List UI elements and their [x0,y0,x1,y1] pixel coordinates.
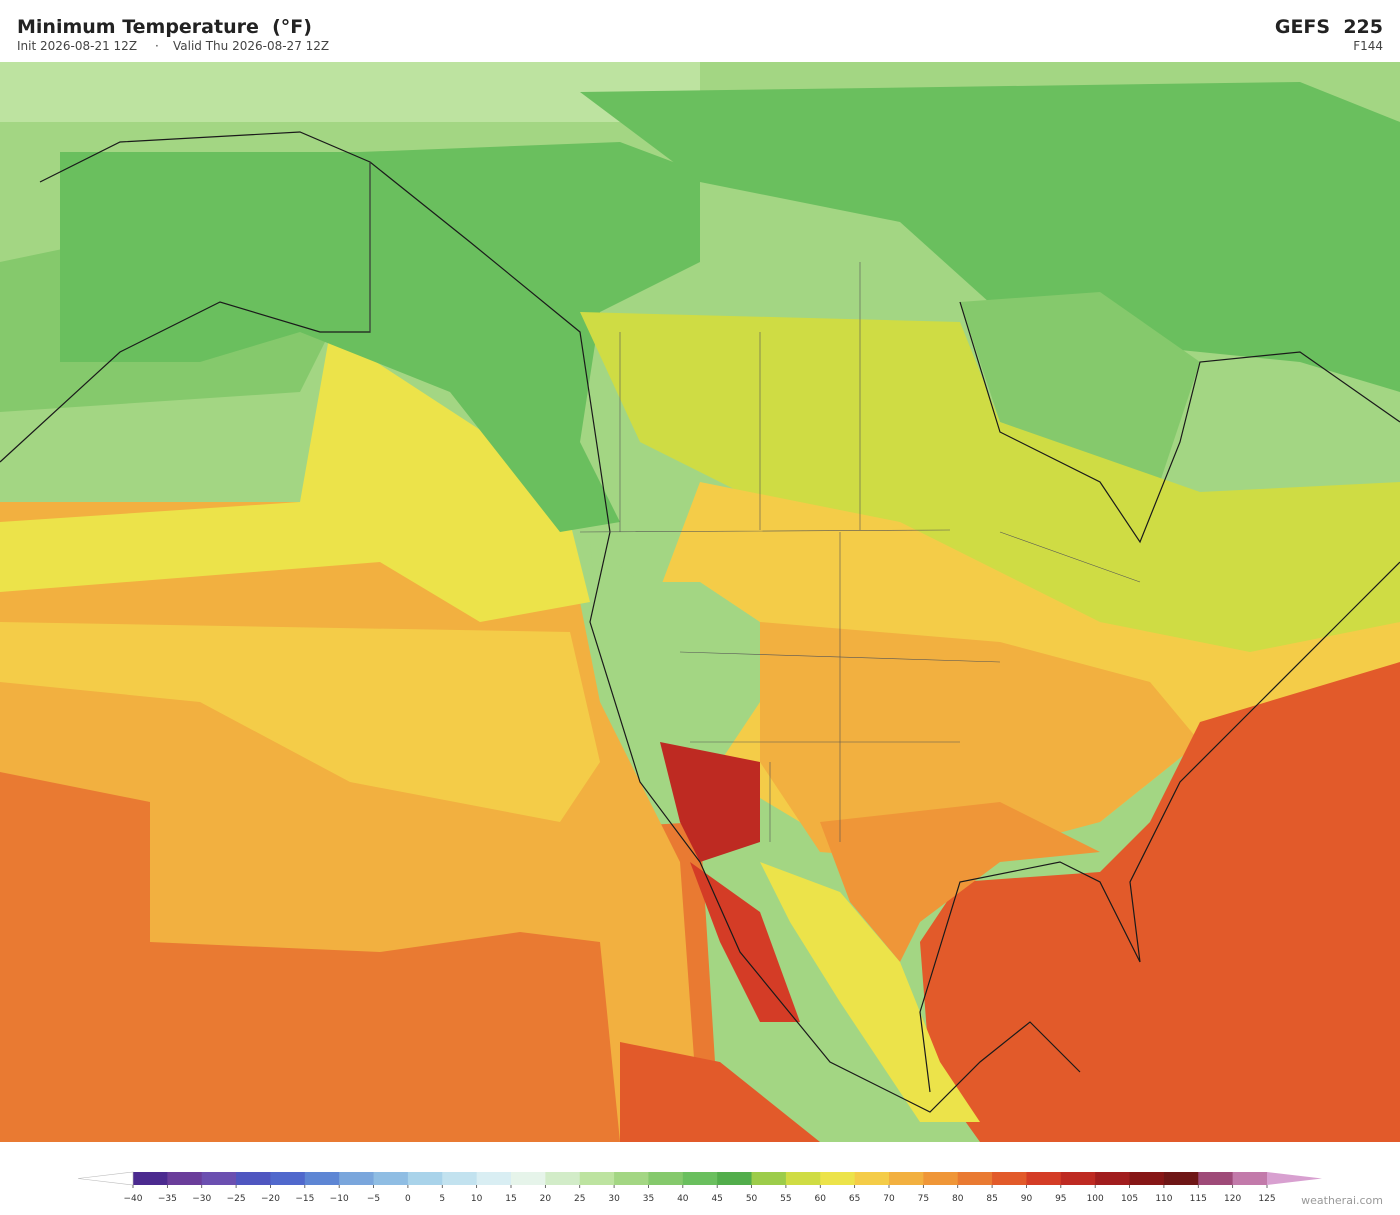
region [660,742,760,862]
colorbar-swatch [614,1172,649,1185]
colorbar-extend-low [77,1171,134,1186]
colorbar-tick-label: 45 [711,1194,722,1204]
colorbar-swatch [304,1172,340,1185]
colorbar-tick-label: 10 [471,1194,483,1204]
map [0,62,1400,1142]
colorbar-swatch [476,1172,512,1185]
title: Minimum Temperature (°F) [17,16,312,38]
colorbar-tick-label: 70 [883,1194,895,1204]
colorbar-swatch [1095,1172,1131,1185]
colorbar-tick-label: −25 [227,1194,246,1204]
colorbar-swatch [442,1172,478,1185]
region [920,662,1400,1142]
colorbar-tick-label: 55 [780,1194,791,1204]
colorbar-tick-label: 35 [643,1194,654,1204]
colorbar-swatch [923,1172,959,1185]
colorbar-tick-label: 0 [405,1194,411,1204]
colorbar-swatch [1129,1172,1165,1185]
colorbar-tick-label: 5 [439,1194,445,1204]
colorbar-tick-label: −20 [261,1194,280,1204]
region [760,862,980,1122]
region [760,622,1200,862]
colorbar-tick-label: −40 [124,1194,143,1204]
watermark: weatherai.com [1301,1194,1383,1207]
colorbar-swatch [511,1172,546,1185]
colorbar-swatch [339,1172,375,1185]
colorbar-tick-label: −35 [158,1194,177,1204]
colorbar-swatch [889,1172,924,1185]
colorbar-tick-label: 65 [849,1194,860,1204]
region [0,622,600,822]
colorbar-tick-label: 90 [1021,1194,1033,1204]
colorbar-tick-label: 25 [574,1194,585,1204]
colorbar-tick-label: 110 [1155,1194,1172,1204]
colorbar-swatch [133,1172,168,1185]
colorbar-swatch [270,1172,306,1185]
colorbar-tick-label: 15 [505,1194,516,1204]
colorbar: −40 −35 −30 −25 −20 −15 −10 −5 0 5 10 15 20 25 30 35 40 4… [77,1171,1322,1204]
colorbar-tick-label: 125 [1258,1194,1275,1204]
colorbar-swatch [1163,1172,1199,1185]
region [590,542,760,762]
colorbar-extend-high [1267,1172,1322,1185]
init-time: Init 2026-08-21 12Z [17,39,138,53]
colorbar-tick-label: 80 [952,1194,964,1204]
colorbar-tick-label: 60 [815,1194,827,1204]
colorbar-tick-label: 30 [608,1194,620,1204]
forecast-hour: F144 [1353,39,1383,53]
model: GEFS 225 [1274,16,1383,38]
colorbar-swatch [373,1172,409,1185]
colorbar-tick-label: 100 [1087,1194,1104,1204]
colorbar-tick-label: 75 [918,1194,929,1204]
colorbar-tick-label: 105 [1121,1194,1138,1204]
region [0,332,590,622]
colorbar-tick-label: 120 [1224,1194,1241,1204]
colorbar-swatch [407,1172,443,1185]
colorbar-swatch [992,1172,1027,1185]
region [580,82,1400,392]
colorbar-swatch [167,1172,203,1185]
valid-time: Valid Thu 2026-08-27 12Z [173,39,330,53]
colorbar-swatch [1026,1172,1062,1185]
colorbar-tick-label: 40 [677,1194,689,1204]
colorbar-swatch [751,1172,787,1185]
region [620,1042,820,1142]
colorbar-tick-label: −5 [367,1194,380,1204]
colorbar-swatch [957,1172,993,1185]
colorbar-swatch [579,1172,615,1185]
colorbar-swatch [648,1172,684,1185]
colorbar-swatch [1060,1172,1096,1185]
colorbar-tick-label: 20 [540,1194,552,1204]
region [60,142,700,532]
colorbar-tick-label: −10 [330,1194,349,1204]
separator: · [155,39,159,53]
colorbar-tick-label: −30 [192,1194,211,1204]
colorbar-swatch [201,1172,237,1185]
colorbar-tick-label: −15 [295,1194,314,1204]
colorbar-swatch [1232,1172,1268,1185]
colorbar-tick-label: 85 [986,1194,997,1204]
colorbar-swatch [682,1172,718,1185]
colorbar-swatch [717,1172,753,1185]
colorbar-tick-label: 50 [746,1194,758,1204]
region [580,312,1400,662]
colorbar-swatch [236,1172,271,1185]
colorbar-swatch [854,1172,890,1185]
colorbar-swatch [1198,1172,1234,1185]
colorbar-swatch [820,1172,856,1185]
colorbar-swatch [785,1172,821,1185]
colorbar-swatch [545,1172,581,1185]
border [369,162,1141,842]
colorbar-tick-label: 115 [1190,1194,1207,1204]
region [960,292,1200,482]
colorbar-tick-label: 95 [1055,1194,1066,1204]
